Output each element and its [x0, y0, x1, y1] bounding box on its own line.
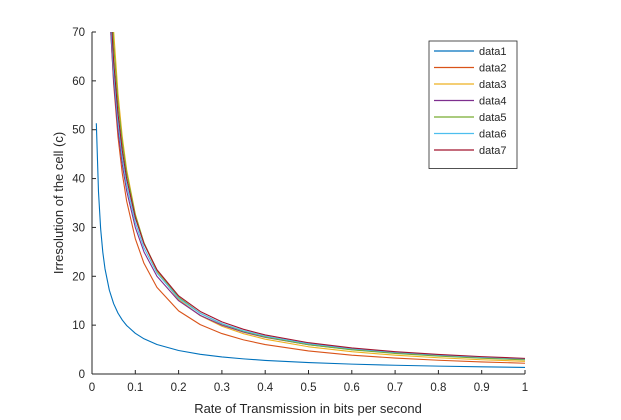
- series-layer: [95, 32, 525, 368]
- x-tick-label: 0.9: [474, 382, 490, 394]
- series-line-data1: [95, 123, 525, 368]
- y-tick-label: 0: [79, 369, 85, 381]
- series-line-data6: [110, 32, 525, 360]
- x-tick-label: 0.6: [344, 382, 360, 394]
- legend: data1 data2 data3 data4 data5 data6 data7: [428, 40, 518, 169]
- y-tick-label: 20: [72, 271, 85, 283]
- legend-label-data3: data3: [479, 79, 507, 91]
- y-tick-label: 10: [72, 320, 85, 332]
- x-tick-label: 0.4: [257, 382, 274, 394]
- x-tick-label: 0: [89, 382, 95, 394]
- series-line-data7: [111, 32, 525, 359]
- x-tick-label: 0.5: [301, 382, 317, 394]
- series-line-data2: [110, 32, 525, 364]
- legend-label-data2: data2: [479, 63, 507, 75]
- x-tick-label: 1: [522, 382, 528, 394]
- y-tick-label: 40: [72, 174, 85, 186]
- x-axis-title: Rate of Transmission in bits per second: [194, 401, 422, 416]
- x-tick-label: 0.1: [127, 382, 143, 394]
- x-tick-label: 0.3: [214, 382, 230, 394]
- legend-label-data5: data5: [479, 112, 507, 124]
- y-tick-label: 50: [72, 125, 85, 137]
- axes-layer: 0 0.1 0.2 0.3 0.4 0.5 0.6 0.7 0.8 0.9 101020304050…: [72, 27, 528, 394]
- x-tick-label: 0.7: [387, 382, 403, 394]
- legend-box: [428, 40, 518, 169]
- legend-label-data6: data6: [479, 129, 507, 141]
- legend-label-data7: data7: [479, 145, 507, 157]
- y-tick-label: 60: [72, 76, 85, 88]
- y-tick-label: 30: [72, 222, 85, 234]
- y-axis-title: Irresolution of the cell (c): [51, 132, 66, 274]
- x-tick-label: 0.2: [171, 382, 187, 394]
- legend-label-data4: data4: [479, 96, 507, 108]
- x-tick-label: 0.8: [430, 382, 446, 394]
- legend-label-data1: data1: [479, 46, 507, 58]
- y-tick-label: 70: [72, 27, 85, 39]
